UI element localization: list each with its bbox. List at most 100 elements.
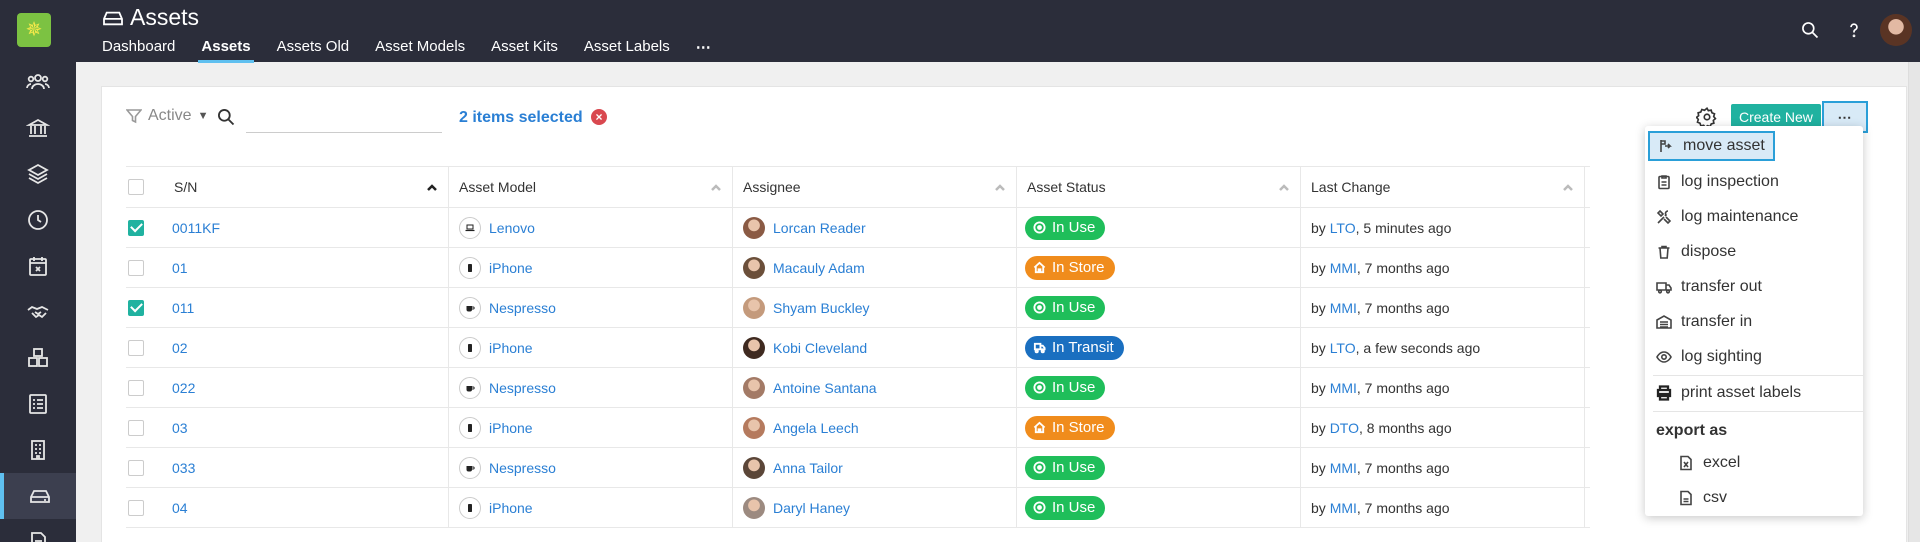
row-checkbox[interactable] (128, 259, 144, 276)
serial-number-link[interactable]: 04 (172, 499, 188, 516)
menu-log-sighting[interactable]: log sighting (1648, 342, 1770, 372)
tab-assets[interactable]: Assets (188, 38, 263, 63)
nav-calendar[interactable] (0, 243, 76, 289)
asset-model-link[interactable]: Lenovo (489, 219, 535, 236)
clear-selection-icon[interactable]: × (591, 109, 607, 125)
table-row[interactable]: 022 Nespresso Antoine Santana In Use by MMI,… (126, 368, 1590, 408)
changed-by-link[interactable]: DTO (1329, 419, 1359, 436)
assignee-link[interactable]: Antoine Santana (773, 379, 877, 396)
changed-by-link[interactable]: MMI (1329, 259, 1357, 276)
menu-move-asset[interactable]: move asset (1648, 131, 1775, 161)
assignee-link[interactable]: Anna Tailor (773, 459, 843, 476)
asset-model-link[interactable]: Nespresso (489, 379, 556, 396)
help-button[interactable] (1832, 8, 1876, 52)
assignee-link[interactable]: Shyam Buckley (773, 299, 870, 316)
asset-model-link[interactable]: iPhone (489, 339, 533, 356)
page-scrollbar[interactable] (1908, 62, 1920, 542)
table-row[interactable]: 011 Nespresso Shyam Buckley In Use by MMI, 7… (126, 288, 1590, 328)
changed-by-link[interactable]: MMI (1329, 459, 1357, 476)
asset-model-link[interactable]: iPhone (489, 499, 533, 516)
table-row[interactable]: 01 iPhone Macauly Adam In Store by MMI, 7 mo… (126, 248, 1590, 288)
changed-by-link[interactable]: MMI (1329, 299, 1357, 316)
assignee-link[interactable]: Macauly Adam (773, 259, 865, 276)
asset-model-link[interactable]: Nespresso (489, 299, 556, 316)
menu-dispose[interactable]: dispose (1648, 237, 1744, 267)
nav-assets[interactable] (0, 473, 76, 519)
sort-asc-icon[interactable] (426, 181, 438, 193)
tab-asset-labels[interactable]: Asset Labels (583, 38, 670, 55)
row-checkbox[interactable] (128, 219, 144, 236)
page-title: Assets (102, 4, 199, 31)
assignee-link[interactable]: Daryl Haney (773, 499, 851, 516)
tab-dashboard[interactable]: Dashboard (102, 38, 176, 55)
assignee-link[interactable]: Lorcan Reader (773, 219, 866, 236)
assignee-link[interactable]: Kobi Cleveland (773, 339, 868, 356)
status-filter[interactable]: Active ▼ (126, 107, 208, 125)
table-row[interactable]: 0011KF Lenovo Lorcan Reader In Use by LTO, 5… (126, 208, 1590, 248)
sort-icon[interactable] (994, 181, 1006, 193)
serial-number-link[interactable]: 022 (172, 379, 196, 396)
column-header-asset-model[interactable]: Asset Model (449, 167, 733, 207)
table-row[interactable]: 033 Nespresso Anna Tailor In Use by MMI, 7 m… (126, 448, 1590, 488)
nav-people[interactable] (0, 59, 76, 105)
search-toggle[interactable] (216, 107, 238, 129)
table-row[interactable]: 02 iPhone Kobi Cleveland In Transit by LTO, … (126, 328, 1590, 368)
menu-export-excel[interactable]: excel (1648, 448, 1748, 478)
serial-number-link[interactable]: 01 (172, 259, 188, 276)
table-row[interactable]: 03 iPhone Angela Leech In Store by DTO, 8 mo… (126, 408, 1590, 448)
nav-bank[interactable] (0, 105, 76, 151)
nav-layers[interactable] (0, 151, 76, 197)
nav-deals[interactable] (0, 289, 76, 335)
column-header-assignee[interactable]: Assignee (733, 167, 1017, 207)
nav-locations[interactable] (0, 427, 76, 473)
nav-history[interactable] (0, 197, 76, 243)
search-input[interactable] (246, 103, 442, 133)
create-new-button[interactable]: Create New (1731, 104, 1821, 130)
nav-documents[interactable] (0, 519, 76, 542)
changed-by-link[interactable]: MMI (1329, 499, 1357, 516)
app-logo[interactable]: ✵ (17, 13, 51, 47)
select-all-checkbox[interactable] (128, 179, 144, 195)
menu-transfer-in[interactable]: transfer in (1648, 307, 1760, 337)
row-checkbox[interactable] (128, 459, 144, 476)
serial-number-link[interactable]: 02 (172, 339, 188, 356)
serial-number-link[interactable]: 011 (172, 299, 195, 316)
changed-by-link[interactable]: MMI (1329, 379, 1357, 396)
changed-by-link[interactable]: LTO (1329, 339, 1356, 356)
column-header-asset-status[interactable]: Asset Status (1017, 167, 1301, 207)
more-tabs-button[interactable]: ⋯ (695, 39, 712, 56)
serial-number-link[interactable]: 033 (172, 459, 196, 476)
menu-print-asset-labels[interactable]: print asset labels (1648, 378, 1809, 408)
menu-export-csv[interactable]: csv (1648, 483, 1735, 513)
tab-asset-kits[interactable]: Asset Kits (491, 38, 558, 55)
serial-number-link[interactable]: 03 (172, 419, 188, 436)
menu-log-maintenance[interactable]: log maintenance (1648, 202, 1806, 232)
transit-icon (1033, 341, 1046, 354)
sort-icon[interactable] (710, 181, 722, 193)
row-checkbox[interactable] (128, 379, 144, 396)
menu-transfer-out[interactable]: transfer out (1648, 272, 1770, 302)
changed-by-link[interactable]: LTO (1329, 219, 1356, 236)
nav-checklists[interactable] (0, 381, 76, 427)
table-row[interactable]: 04 iPhone Daryl Haney In Use by MMI, 7 month… (126, 488, 1590, 528)
nav-inventory[interactable] (0, 335, 76, 381)
column-header-last-change[interactable]: Last Change (1301, 167, 1585, 207)
asset-model-link[interactable]: iPhone (489, 419, 533, 436)
sort-icon[interactable] (1562, 181, 1574, 193)
row-checkbox[interactable] (128, 499, 144, 516)
tab-asset-models[interactable]: Asset Models (375, 38, 466, 55)
tab-assets-old[interactable]: Assets Old (276, 38, 350, 55)
row-checkbox[interactable] (128, 339, 144, 356)
sort-icon[interactable] (1278, 181, 1290, 193)
row-checkbox[interactable] (128, 419, 144, 436)
serial-number-link[interactable]: 0011KF (172, 219, 220, 236)
user-avatar[interactable] (1880, 14, 1912, 46)
asset-model-link[interactable]: iPhone (489, 259, 533, 276)
assignee-link[interactable]: Angela Leech (773, 419, 859, 436)
asset-model-link[interactable]: Nespresso (489, 459, 556, 476)
column-header-sn[interactable]: S/N (164, 167, 449, 207)
menu-log-inspection[interactable]: log inspection (1648, 167, 1787, 197)
table-settings-button[interactable] (1695, 106, 1718, 129)
search-button[interactable] (1788, 8, 1832, 52)
row-checkbox[interactable] (128, 299, 144, 316)
